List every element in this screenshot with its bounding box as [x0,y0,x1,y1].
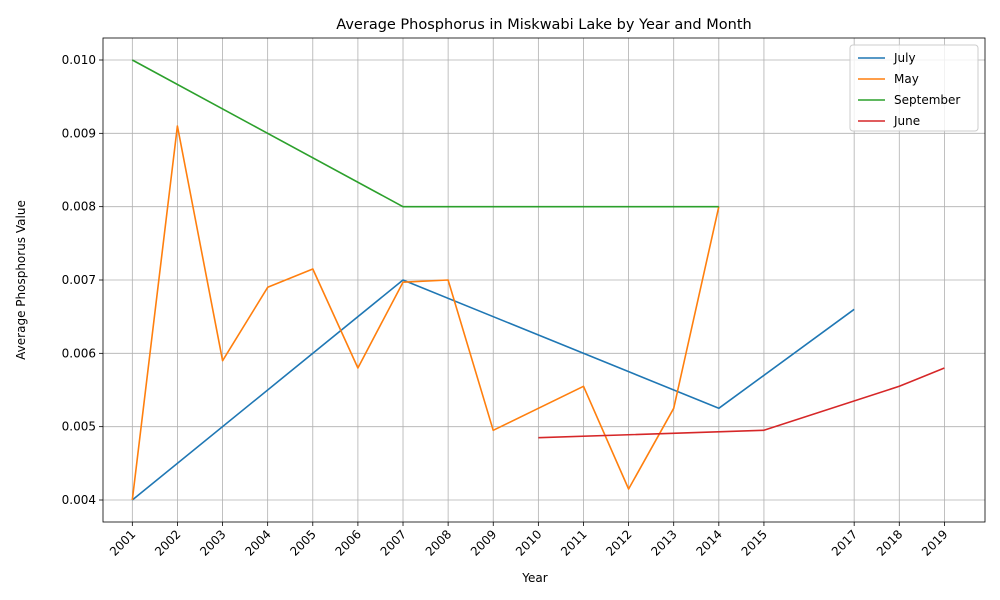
x-axis-title: Year [521,571,547,585]
legend-label-june: June [893,114,920,128]
x-tick-label: 2007 [378,527,409,558]
legend-label-september: September [894,93,960,107]
x-tick-label: 2019 [919,527,950,558]
y-axis-title: Average Phosphorus Value [14,200,28,360]
x-tick-label: 2017 [829,527,860,558]
y-tick-label: 0.006 [62,346,96,360]
legend-label-july: July [893,51,916,65]
y-tick-label: 0.008 [62,200,96,214]
x-tick-label: 2009 [468,527,499,558]
y-tick-label: 0.007 [62,273,96,287]
series-line-june [538,367,945,439]
y-tick-label: 0.005 [62,420,96,434]
x-tick-label: 2008 [423,527,454,558]
x-tick-label: 2013 [648,527,679,558]
x-tick-label: 2010 [513,527,544,558]
x-tick-label: 2006 [333,527,364,558]
legend-label-may: May [894,72,919,86]
series-line-july [131,279,855,501]
x-tick-label: 2018 [874,527,905,558]
chart-title: Average Phosphorus in Miskwabi Lake by Y… [336,17,751,33]
x-tick-label: 2015 [739,527,770,558]
series-line-september [131,59,719,208]
legend-box [849,44,979,132]
x-tick-label: 2004 [242,527,273,558]
grid [103,38,985,522]
y-tick-label: 0.010 [62,53,96,67]
x-tick-label: 2011 [558,527,589,558]
legend: July May September June [849,44,979,132]
y-tick-label: 0.009 [62,126,96,140]
x-tick-label: 2005 [287,527,318,558]
y-tick-label: 0.004 [62,493,96,507]
x-tick-label: 2014 [693,527,724,558]
x-tick-label: 2003 [197,527,228,558]
series-lines [131,59,945,501]
x-tick-label: 2002 [152,527,183,558]
series-line-may [131,125,720,501]
x-tick-label: 2001 [107,527,138,558]
x-tick-label: 2012 [603,527,634,558]
